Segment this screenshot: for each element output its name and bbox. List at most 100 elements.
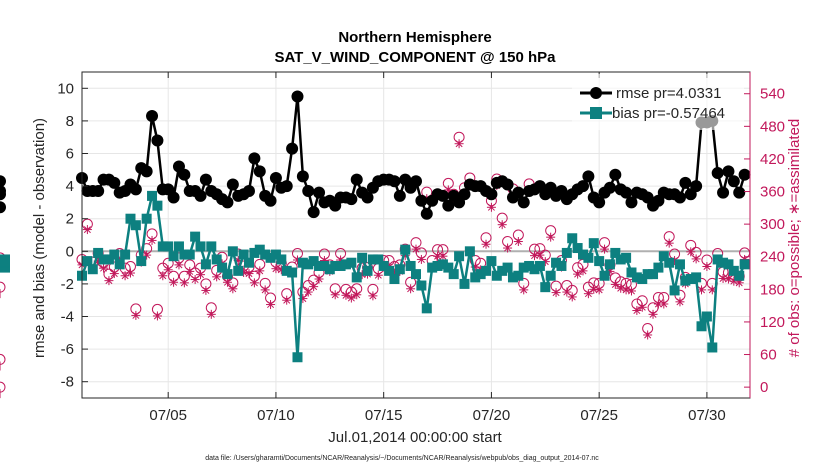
chart-subtitle: SAT_V_WIND_COMPONENT @ 150 hPa bbox=[274, 49, 556, 66]
bias-point bbox=[615, 254, 626, 265]
rmse-point bbox=[269, 171, 282, 184]
rmse-point bbox=[420, 207, 433, 220]
bias-point bbox=[578, 249, 588, 260]
x-axis-label: Jul.01,2014 00:00:00 start bbox=[328, 429, 502, 446]
obs-assimilated-point bbox=[519, 285, 529, 295]
legend-bias-marker bbox=[590, 107, 602, 119]
rmse-point bbox=[603, 181, 616, 194]
bias-point bbox=[335, 260, 346, 271]
rmse-point bbox=[199, 173, 212, 186]
bias-point bbox=[486, 256, 497, 267]
rmse-point bbox=[436, 189, 449, 202]
x-tick-label: 07/25 bbox=[580, 407, 618, 424]
bias-point bbox=[303, 259, 314, 270]
bias-point bbox=[604, 259, 615, 270]
bias-point bbox=[648, 269, 659, 280]
obs-assimilated-point bbox=[309, 282, 319, 292]
obs-assimilated-point bbox=[481, 239, 491, 249]
obs-assimilated-point bbox=[653, 299, 663, 309]
obs-assimilated-point bbox=[158, 271, 168, 281]
rmse-point bbox=[178, 168, 191, 181]
bias-point bbox=[98, 254, 109, 265]
obs-assimilated-point bbox=[131, 310, 141, 320]
y-axis-left: -8 -6 -4 -2 0 2 4 6 8 10 bbox=[57, 80, 88, 391]
bias-point bbox=[475, 269, 486, 280]
obs-assimilated-point bbox=[185, 266, 195, 276]
obs-assimilated-point bbox=[303, 287, 313, 297]
y2-tick-label: 480 bbox=[760, 118, 785, 135]
bias-point bbox=[728, 265, 739, 276]
rmse-point bbox=[345, 193, 358, 206]
rmse-point bbox=[361, 191, 374, 204]
obs-assimilated-point bbox=[120, 271, 130, 281]
bias-point bbox=[421, 303, 432, 314]
rmse-point bbox=[593, 196, 606, 209]
rmse-point bbox=[221, 196, 234, 209]
bias-point bbox=[718, 257, 729, 268]
bias-point bbox=[642, 269, 653, 280]
rmse-point bbox=[151, 134, 164, 147]
obs-assimilated-point bbox=[637, 302, 647, 312]
bias-point bbox=[739, 259, 750, 270]
bias-point bbox=[481, 265, 492, 276]
rmse-point bbox=[248, 152, 261, 165]
bias-point bbox=[459, 278, 470, 289]
obs-assimilated-point bbox=[82, 225, 92, 235]
bias-point bbox=[701, 311, 712, 322]
bias-point bbox=[567, 233, 578, 244]
bias-point bbox=[394, 264, 405, 275]
bias-point bbox=[260, 249, 271, 260]
bias-point bbox=[276, 254, 287, 265]
x-axis: 07/05 07/10 07/15 07/20 07/25 07/30 bbox=[149, 72, 726, 424]
obs-possible-point bbox=[0, 381, 6, 393]
y2-tick-label: 420 bbox=[760, 151, 785, 168]
bias-point bbox=[427, 262, 438, 273]
x-tick-label: 07/30 bbox=[688, 407, 726, 424]
obs-assimilated-point bbox=[125, 268, 135, 278]
bias-point bbox=[173, 241, 184, 252]
bias-point bbox=[109, 249, 120, 260]
bias-point bbox=[470, 272, 481, 283]
obs-assimilated-point bbox=[600, 244, 610, 254]
rmse-point bbox=[194, 189, 207, 202]
bias-point bbox=[400, 244, 411, 255]
rmse-point bbox=[226, 178, 239, 191]
bias-point bbox=[233, 265, 244, 276]
rmse-point bbox=[512, 186, 525, 199]
bias-point bbox=[125, 213, 136, 224]
rmse-point bbox=[296, 170, 309, 183]
bias-point bbox=[448, 269, 459, 280]
rmse-point bbox=[410, 175, 422, 188]
rmse-point bbox=[582, 170, 595, 183]
bias-point bbox=[443, 262, 454, 273]
bias-point bbox=[287, 267, 298, 278]
obs-assimilated-point bbox=[632, 306, 642, 316]
rmse-point bbox=[313, 186, 326, 199]
y-tick-label: 8 bbox=[66, 113, 74, 130]
obs-assimilated-point bbox=[486, 202, 496, 212]
obs-assimilated-point bbox=[330, 290, 340, 300]
bias-point bbox=[502, 262, 513, 273]
bias-point bbox=[723, 259, 734, 270]
rmse-point bbox=[711, 167, 724, 180]
x-tick-label: 07/15 bbox=[365, 407, 403, 424]
rmse-point bbox=[92, 184, 105, 197]
y2-tick-label: 180 bbox=[760, 281, 785, 298]
y-tick-label: 6 bbox=[66, 146, 74, 163]
bias-point bbox=[206, 241, 217, 252]
bias-point bbox=[416, 280, 427, 291]
rmse-point bbox=[253, 165, 266, 178]
bias-point bbox=[631, 272, 642, 283]
data-file-footer: data file: /Users/gharamti/Documents/NCA… bbox=[205, 455, 599, 462]
bias-point bbox=[168, 251, 179, 262]
bias-point bbox=[551, 257, 562, 268]
obs-assimilated-point bbox=[411, 244, 421, 254]
bias-point bbox=[653, 262, 664, 273]
bias-point bbox=[190, 231, 201, 242]
bias-point bbox=[411, 269, 421, 280]
bias-point bbox=[93, 247, 104, 258]
obs-assimilated-point bbox=[626, 286, 636, 296]
obs-assimilated-point bbox=[406, 284, 416, 294]
rmse-point bbox=[458, 188, 471, 201]
obs-assimilated-point bbox=[266, 300, 276, 310]
